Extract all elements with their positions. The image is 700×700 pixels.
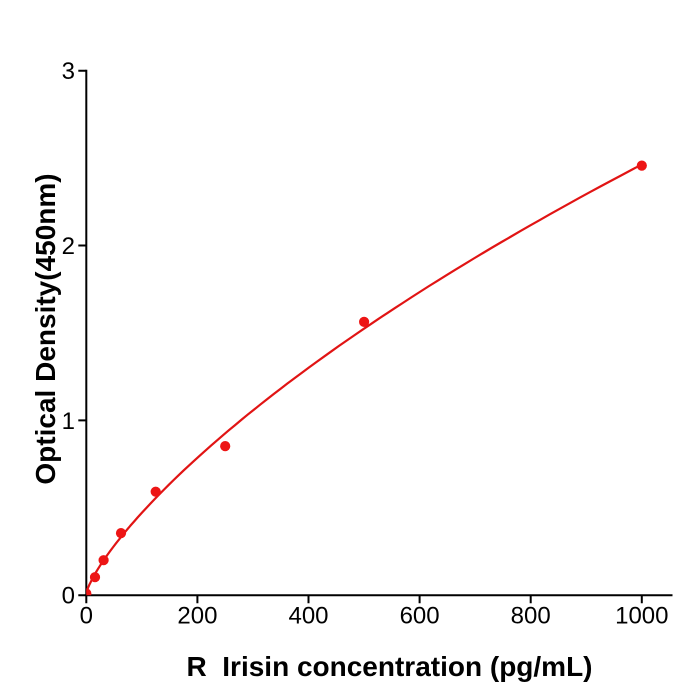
- svg-text:0: 0: [62, 583, 75, 610]
- svg-text:2: 2: [62, 233, 75, 260]
- svg-text:0: 0: [80, 603, 93, 630]
- svg-text:1: 1: [62, 408, 75, 435]
- svg-text:200: 200: [177, 603, 217, 630]
- svg-text:800: 800: [511, 603, 551, 630]
- svg-text:400: 400: [288, 603, 328, 630]
- svg-text:3: 3: [62, 58, 75, 85]
- svg-text:R Irisin concentration (pg/mL: R Irisin concentration (pg/mL): [186, 651, 592, 682]
- svg-text:Optical Density(450nm): Optical Density(450nm): [30, 173, 61, 484]
- svg-text:600: 600: [400, 603, 440, 630]
- svg-text:1000: 1000: [615, 603, 668, 630]
